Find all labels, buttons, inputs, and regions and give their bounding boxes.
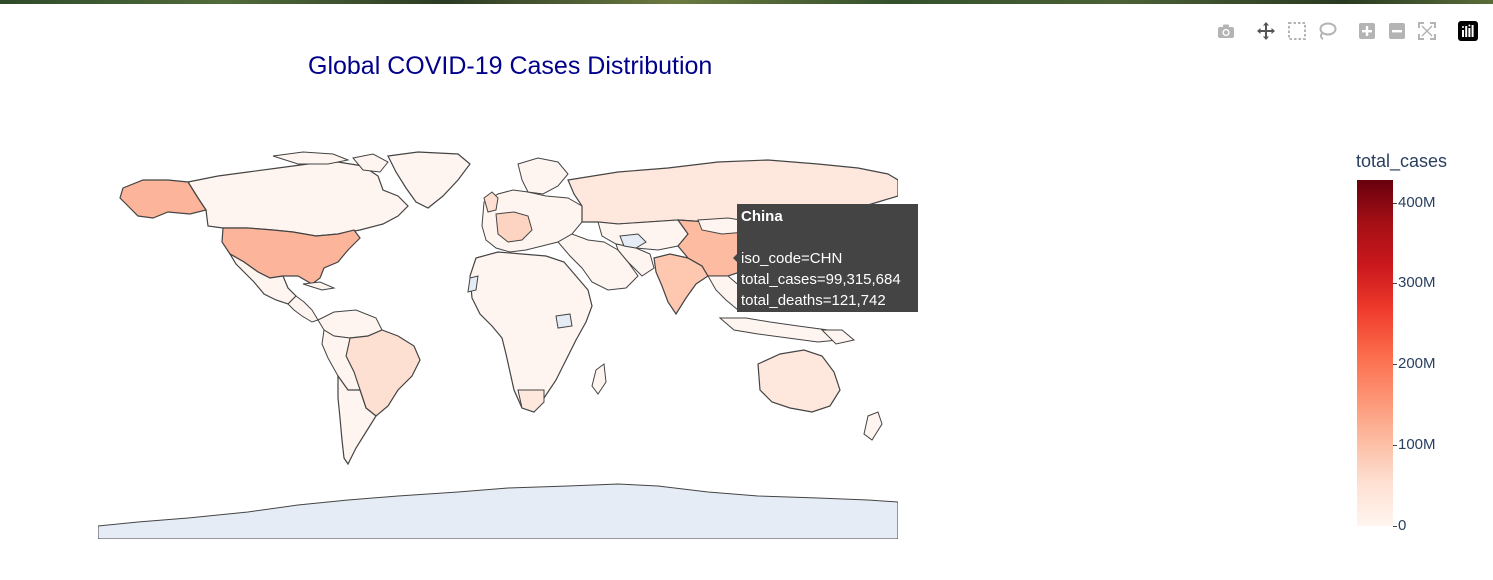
hover-arrow [733,252,739,264]
country-new-zealand [863,411,883,441]
colorbar-tick-mark [1393,283,1397,284]
country-western-sahara [467,275,479,293]
country-uk [483,191,499,213]
region-caribbean [302,281,336,291]
hover-total-cases: total_cases=99,315,684 [741,271,901,288]
country-papua-new-guinea [820,329,856,345]
plotly-logo-icon[interactable] [1456,19,1480,43]
country-usa-alaska [119,179,207,219]
map-title: Global COVID-19 Cases Distribution [308,52,713,80]
pan-icon[interactable] [1254,19,1278,43]
colorbar-tick-mark [1393,526,1397,527]
country-australia [757,349,841,413]
region-central-asia [597,219,689,251]
region-africa [469,251,593,413]
modebar [1214,19,1484,43]
camera-icon[interactable] [1214,19,1238,43]
choropleth-map[interactable] [98,150,898,539]
zoom-in-icon[interactable] [1355,19,1379,43]
colorbar-tick-mark [1393,445,1397,446]
reset-view-icon[interactable] [1415,19,1439,43]
country-usa [221,227,361,285]
country-antarctica [98,483,898,539]
colorbar-tick-label: 100M [1398,436,1436,453]
region-scandinavia [517,157,569,195]
colorbar-tick-label: 300M [1398,274,1436,291]
colorbar-tick-label: 0 [1398,517,1407,534]
hover-iso-code: iso_code=CHN [741,250,843,267]
country-turkmenistan [619,233,647,249]
country-south-sudan [555,313,573,329]
country-canada [187,161,409,237]
top-banner-strip [0,0,1493,4]
colorbar-tick-label: 400M [1398,194,1436,211]
country-madagascar [591,363,607,395]
hover-total-deaths: total_deaths=121,742 [741,292,886,309]
colorbar-title: total_cases [1356,151,1448,171]
hover-tooltip: China iso_code=CHN total_cases=99,315,68… [733,204,918,312]
zoom-out-icon[interactable] [1385,19,1409,43]
region-western-europe [495,211,533,243]
country-iran [615,243,655,277]
country-canada-islands [272,151,350,165]
country-argentina-chile [337,374,377,466]
country-greenland [387,151,471,209]
country-south-africa [517,389,545,413]
region-middle-east [557,233,639,291]
country-india [653,253,709,316]
hover-box: China iso_code=CHN total_cases=99,315,68… [737,204,918,312]
colorbar-tick-label: 200M [1398,355,1436,372]
hover-country-name: China [741,208,783,225]
box-select-icon[interactable] [1285,19,1309,43]
country-indonesia [718,317,840,343]
colorbar-tick-mark [1393,203,1397,204]
lasso-select-icon[interactable] [1315,19,1339,43]
region-central-america [287,295,319,323]
hover-gap [741,227,914,248]
colorbar-scale [1357,180,1393,526]
colorbar-tick-mark [1393,364,1397,365]
country-canada-island-2 [352,153,389,173]
